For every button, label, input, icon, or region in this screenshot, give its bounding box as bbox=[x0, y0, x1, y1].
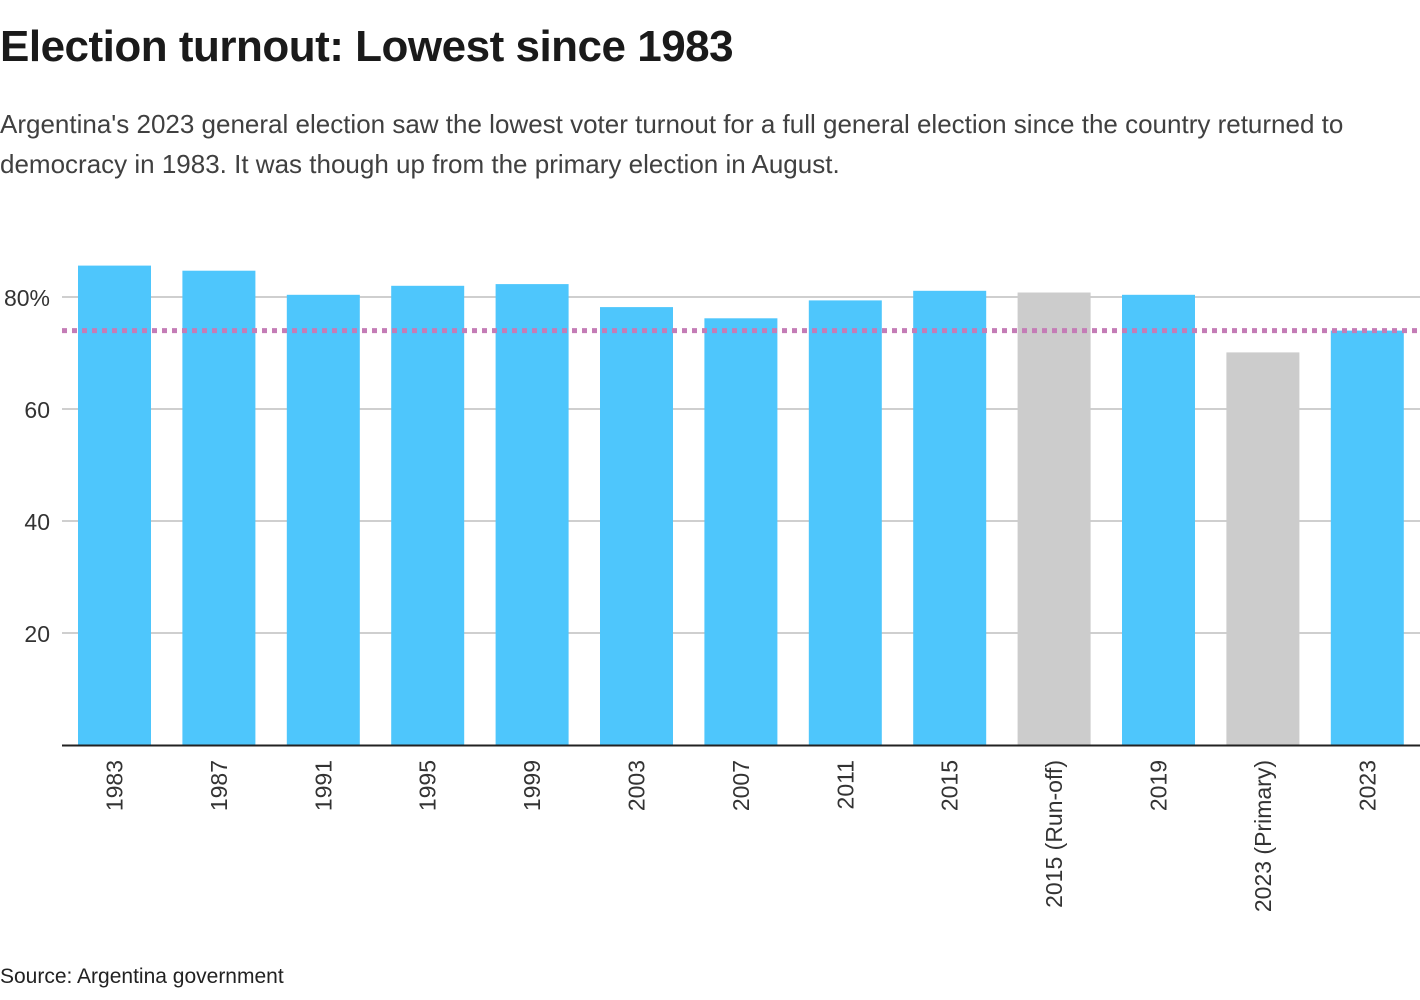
bar bbox=[286, 294, 360, 745]
bar bbox=[1017, 292, 1091, 745]
x-tick-label: 1987 bbox=[206, 760, 232, 811]
chart-title: Election turnout: Lowest since 1983 bbox=[0, 22, 734, 71]
x-axis-labels: 1983 1987 1991 1995 1999 2003 2007 2011 2015 2015… bbox=[102, 760, 1381, 912]
x-tick-label: 1995 bbox=[415, 760, 441, 811]
bar bbox=[182, 270, 256, 745]
bar bbox=[913, 290, 987, 745]
bar bbox=[78, 265, 151, 745]
bar bbox=[1226, 352, 1300, 745]
x-tick-label: 2023 (Primary) bbox=[1250, 760, 1276, 912]
y-tick-label: 80% bbox=[4, 285, 50, 311]
x-tick-label: 1983 bbox=[102, 760, 128, 811]
x-tick-label: 2015 bbox=[937, 760, 963, 811]
source-note: Source: Argentina government bbox=[0, 965, 284, 988]
x-tick-label: 2023 bbox=[1354, 760, 1380, 811]
y-axis-ticks: 20 40 60 80% bbox=[4, 285, 50, 647]
x-tick-label: 2019 bbox=[1146, 760, 1172, 811]
x-tick-label: 2015 (Run-off) bbox=[1041, 760, 1067, 908]
bars bbox=[78, 265, 1404, 745]
bar bbox=[808, 300, 882, 745]
bar bbox=[391, 285, 465, 745]
bar bbox=[1122, 294, 1195, 745]
chart-subtitle: Argentina's 2023 general election saw th… bbox=[0, 109, 1344, 179]
bar bbox=[495, 284, 569, 745]
bar bbox=[704, 318, 778, 745]
bar bbox=[600, 307, 673, 745]
y-tick-label: 20 bbox=[24, 621, 50, 647]
y-tick-label: 40 bbox=[24, 509, 50, 535]
x-tick-label: 2003 bbox=[624, 760, 650, 811]
y-tick-label: 60 bbox=[24, 397, 50, 423]
bar bbox=[1330, 330, 1404, 745]
x-tick-label: 2007 bbox=[728, 760, 754, 811]
x-tick-label: 1991 bbox=[310, 760, 336, 811]
x-tick-label: 1999 bbox=[519, 760, 545, 811]
x-tick-label: 2011 bbox=[832, 760, 858, 809]
